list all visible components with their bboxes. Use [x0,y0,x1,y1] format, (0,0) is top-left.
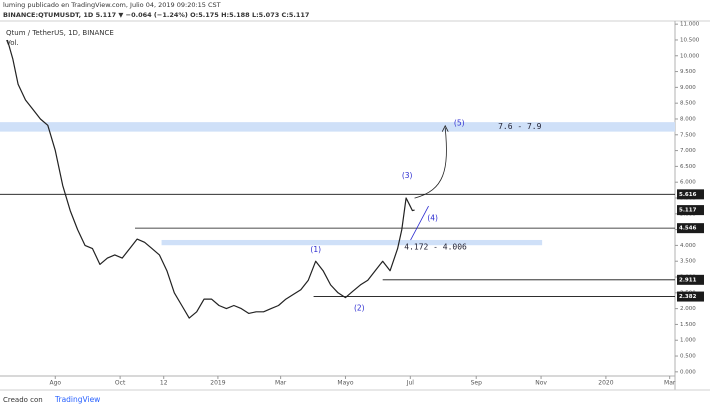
y-tick-label: 6.000 [680,180,696,186]
price-line [6,39,415,319]
y-tick-label: 4.000 [680,243,696,249]
y-tick-label: 1.000 [680,338,696,344]
wave-label: (2) [354,304,365,313]
zone-label: 4.172 - 4.006 [404,243,467,252]
y-tick-label: 3.500 [680,259,696,265]
level-box [677,223,704,234]
volume-label: Vol. [6,39,19,47]
last-price-box [677,205,704,216]
x-tick-label: 2020 [598,380,613,387]
x-tick-label: Nov [535,380,547,387]
symbol: Qtum / TetherUS, 1D, BINANCE [6,29,114,37]
x-tick-label: Mar [664,380,676,387]
y-tick-label: 9.000 [680,85,696,91]
header-line2: BINANCE:QTUMUSDT, 1D 5.117 ▼ −0.064 (−1.… [3,11,309,19]
last-price-label: 5.117 [679,208,697,214]
y-tick-label: 9.500 [680,69,696,75]
wave-label: (3) [402,171,413,180]
x-tick-label: Jul [406,380,415,387]
y-tick-label: 8.000 [680,116,696,122]
x-tick-label: Sep [471,380,483,387]
y-tick-label: 2.000 [680,306,696,312]
x-tick-label: Ago [49,380,61,387]
wave-label: (5) [454,119,465,128]
projection-line [410,205,429,241]
arrow-head [441,124,449,132]
y-tick-label: 7.500 [680,132,696,138]
y-tick-label: 7.000 [680,148,696,154]
level-label: 4.546 [679,226,697,232]
zone-label: 7.6 - 7.9 [498,122,542,131]
y-tick-label: 11.000 [680,22,700,28]
zone [0,122,675,132]
y-tick-label: 10.000 [680,53,700,59]
x-tick-label: Oct [115,380,126,387]
level-label: 2.911 [679,277,697,283]
y-tick-label: 8.500 [680,101,696,107]
y-tick-label: 10.500 [680,37,700,43]
y-tick-label: 6.500 [680,164,696,170]
y-tick-label: 1.500 [680,322,696,328]
plot: 7.6 - 7.9 4.172 - 4.006 0.000 0.500 1.000 1.5… [0,22,704,387]
header-line1: luming publicado en TradingView.com, Jul… [3,1,221,9]
x-tick-label: Mayo [337,380,353,387]
x-tick-label: 12 [160,380,168,387]
level-box [677,291,704,302]
footer-text: Creado con [3,396,43,404]
level-box [677,189,704,200]
level-label: 5.616 [679,192,697,198]
level-box [677,274,704,285]
projection-arrow [414,127,447,199]
zone [161,239,543,246]
level-label: 2.382 [679,294,697,300]
x-tick-label: Mar [275,380,287,387]
wave-label: (1) [310,245,321,254]
y-tick-label: 0.500 [680,354,696,360]
footer-brand[interactable]: TradingView [54,395,100,404]
y-tick-label: 0.000 [680,369,696,375]
x-tick-label: 2019 [210,380,225,387]
wave-label: (4) [427,214,438,223]
